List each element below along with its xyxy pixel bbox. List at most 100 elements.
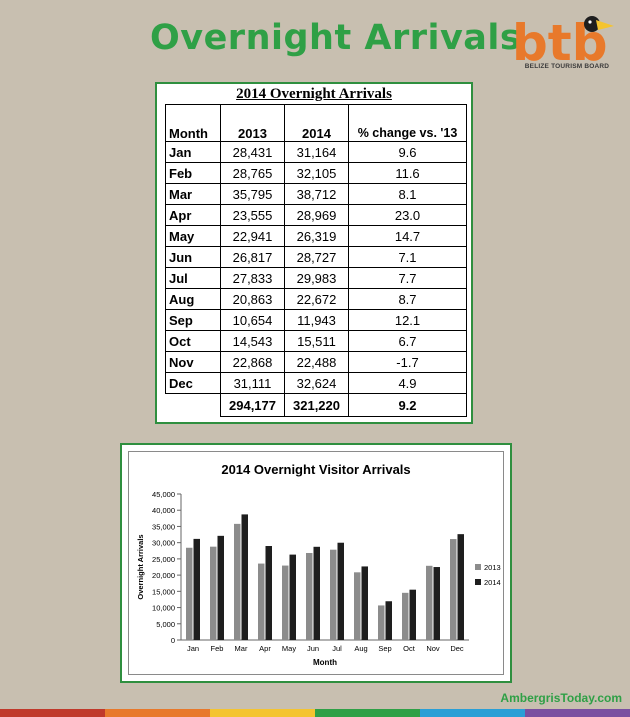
value-2014-cell: 22,488: [284, 351, 349, 373]
stripe-segment: [420, 709, 525, 717]
month-cell: Sep: [165, 309, 221, 331]
value-2014-cell: 26,319: [284, 225, 349, 247]
btb-logo: btb: [512, 14, 614, 72]
table-title: 2014 Overnight Arrivals: [236, 86, 392, 102]
value-2013-cell: 22,941: [220, 225, 285, 247]
footer-site: AmbergrisToday.com: [500, 691, 622, 705]
value-2014-cell: 28,727: [284, 246, 349, 268]
y-tick-label: 15,000: [152, 587, 175, 596]
month-cell: Oct: [165, 330, 221, 352]
bar-2013-dec: [450, 539, 457, 640]
table-row: Aug 20,863 22,672 8.7: [165, 288, 467, 310]
y-axis-label: Overnight Arrivals: [136, 534, 145, 599]
x-tick-label: Aug: [354, 644, 367, 653]
bar-2013-may: [282, 565, 289, 640]
table-row: Sep 10,654 11,943 12.1: [165, 309, 467, 331]
value-2013-cell: 31,111: [220, 372, 285, 394]
bar-2014-apr: [265, 546, 272, 640]
y-tick-label: 5,000: [156, 620, 175, 629]
arrivals-table: Month 2013 2014 % change vs. '13 Jan 28,4…: [165, 104, 467, 417]
value-2013-cell: 28,765: [220, 162, 285, 184]
bar-2013-aug: [354, 572, 361, 640]
month-cell: Apr: [165, 204, 221, 226]
x-axis-label: Month: [313, 658, 337, 667]
bar-2013-oct: [402, 592, 409, 640]
y-tick-label: 30,000: [152, 539, 175, 548]
value-2014-cell: 28,969: [284, 204, 349, 226]
value-2013-cell: 10,654: [220, 309, 285, 331]
value-2014-cell: 15,511: [284, 330, 349, 352]
x-tick-label: Nov: [426, 644, 440, 653]
value-2013-cell: 35,795: [220, 183, 285, 205]
x-tick-label: Jun: [307, 644, 319, 653]
bar-2013-nov: [426, 565, 433, 640]
total-change-cell: 9.2: [348, 393, 467, 417]
change-cell: 12.1: [348, 309, 467, 331]
bar-2013-feb: [210, 546, 217, 640]
legend-label-2013: 2013: [484, 563, 501, 572]
month-cell: Jul: [165, 267, 221, 289]
value-2014-cell: 29,983: [284, 267, 349, 289]
bar-2014-sep: [385, 601, 392, 640]
bar-2014-aug: [361, 566, 368, 640]
chart-area: 2014 Overnight Visitor Arrivals 0 5,000 10…: [128, 451, 504, 675]
chart-title: 2014 Overnight Visitor Arrivals: [221, 462, 411, 477]
y-tick-label: 20,000: [152, 571, 175, 580]
stripe-segment: [105, 709, 210, 717]
change-cell: 23.0: [348, 204, 467, 226]
x-tick-label: Sep: [378, 644, 391, 653]
color-stripe: [0, 709, 630, 717]
value-2013-cell: 22,868: [220, 351, 285, 373]
x-tick-label: Jul: [332, 644, 342, 653]
change-cell: 8.7: [348, 288, 467, 310]
total-2014-cell: 321,220: [284, 393, 349, 417]
value-2013-cell: 20,863: [220, 288, 285, 310]
value-2014-cell: 32,105: [284, 162, 349, 184]
header-change: % change vs. '13: [348, 104, 467, 142]
change-cell: 11.6: [348, 162, 467, 184]
y-tick-label: 40,000: [152, 506, 175, 515]
x-tick-label: Jan: [187, 644, 199, 653]
header-2013: 2013: [220, 104, 285, 142]
x-tick-label: Oct: [403, 644, 416, 653]
month-cell: Dec: [165, 372, 221, 394]
value-2013-cell: 26,817: [220, 246, 285, 268]
y-tick-label: 45,000: [152, 490, 175, 499]
bar-2013-jan: [186, 547, 193, 640]
x-tick-label: May: [282, 644, 296, 653]
legend-swatch-2014: [475, 579, 481, 585]
table-row: Apr 23,555 28,969 23.0: [165, 204, 467, 226]
change-cell: 8.1: [348, 183, 467, 205]
change-cell: 14.7: [348, 225, 467, 247]
stripe-segment: [0, 709, 105, 717]
toucan-icon: [584, 16, 614, 32]
change-cell: 9.6: [348, 141, 467, 163]
month-cell: May: [165, 225, 221, 247]
month-cell: Feb: [165, 162, 221, 184]
chart-panel: 2014 Overnight Visitor Arrivals 0 5,000 10…: [120, 443, 512, 683]
table-row: Jan 28,431 31,164 9.6: [165, 141, 467, 163]
bar-2014-jul: [337, 542, 344, 640]
table-row: Jun 26,817 28,727 7.1: [165, 246, 467, 268]
value-2014-cell: 11,943: [284, 309, 349, 331]
y-tick-label: 25,000: [152, 555, 175, 564]
stripe-segment: [210, 709, 315, 717]
y-tick-label: 35,000: [152, 522, 175, 531]
change-cell: 7.7: [348, 267, 467, 289]
month-cell: Jan: [165, 141, 221, 163]
value-2014-cell: 31,164: [284, 141, 349, 163]
bar-2013-jul: [330, 549, 337, 640]
value-2014-cell: 22,672: [284, 288, 349, 310]
total-row: 294,177 321,220 9.2: [165, 393, 467, 417]
value-2014-cell: 38,712: [284, 183, 349, 205]
x-tick-label: Apr: [259, 644, 271, 653]
stripe-segment: [525, 709, 630, 717]
bar-2014-nov: [433, 567, 440, 640]
month-cell: Aug: [165, 288, 221, 310]
bar-2014-may: [289, 554, 296, 640]
arrivals-table-panel: 2014 Overnight Arrivals Month 2013 2014 …: [155, 82, 473, 424]
table-row: Mar 35,795 38,712 8.1: [165, 183, 467, 205]
table-row: May 22,941 26,319 14.7: [165, 225, 467, 247]
bar-2014-dec: [457, 534, 464, 640]
legend-swatch-2013: [475, 564, 481, 570]
